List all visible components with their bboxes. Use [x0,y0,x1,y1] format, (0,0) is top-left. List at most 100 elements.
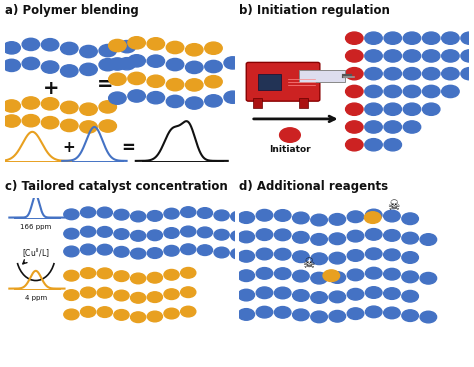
Circle shape [292,290,309,301]
Circle shape [422,85,440,98]
Circle shape [214,229,229,240]
Circle shape [365,103,382,115]
Circle shape [383,210,400,222]
Circle shape [80,63,97,76]
Text: [$\mathdefault{Cu^{II}}$/L]: [$\mathdefault{Cu^{II}}$/L] [22,247,50,261]
Circle shape [403,103,421,115]
Circle shape [205,95,222,107]
Circle shape [365,248,382,259]
Circle shape [384,68,401,80]
Circle shape [214,210,229,221]
Circle shape [347,250,364,261]
Circle shape [383,307,400,319]
Circle shape [329,233,346,244]
Circle shape [61,65,78,77]
Circle shape [256,210,273,221]
Circle shape [365,209,382,221]
Circle shape [402,213,419,225]
Circle shape [181,244,196,255]
Circle shape [329,252,346,264]
Circle shape [3,115,20,127]
Circle shape [205,42,222,54]
Circle shape [64,228,79,239]
Circle shape [114,271,129,281]
Circle shape [256,248,273,260]
Circle shape [97,226,112,237]
Circle shape [238,270,255,281]
Circle shape [164,308,179,319]
Circle shape [274,287,291,299]
Text: ☠: ☠ [387,199,400,213]
Bar [258,74,281,90]
Circle shape [22,97,40,109]
Bar [253,98,262,108]
Text: +: + [43,79,59,98]
Circle shape [365,85,382,98]
Circle shape [114,290,129,301]
Circle shape [311,233,328,245]
Circle shape [422,32,440,44]
Circle shape [97,307,112,317]
Circle shape [461,50,474,62]
Circle shape [347,211,364,222]
Circle shape [214,247,229,258]
Circle shape [61,119,78,132]
Circle shape [81,287,96,298]
Circle shape [384,121,401,133]
Circle shape [231,248,246,259]
Text: c) Tailored catalyst concentration: c) Tailored catalyst concentration [5,180,228,193]
Text: b) Initiation regulation: b) Initiation regulation [239,4,390,17]
Circle shape [99,44,117,57]
Circle shape [365,306,382,318]
Circle shape [128,55,146,67]
Circle shape [238,289,255,301]
Circle shape [99,101,117,113]
Circle shape [164,269,179,280]
Circle shape [130,230,146,241]
Circle shape [114,310,129,320]
Circle shape [109,73,126,86]
Circle shape [118,40,136,53]
Circle shape [81,207,96,218]
Circle shape [256,287,273,299]
Circle shape [329,214,346,225]
Circle shape [384,139,401,151]
Circle shape [292,232,309,243]
Circle shape [109,58,126,70]
Circle shape [346,50,363,62]
Text: =: = [97,76,113,94]
Circle shape [365,121,382,133]
Text: 166 ppm: 166 ppm [20,224,51,230]
Circle shape [147,248,163,258]
Circle shape [128,37,146,49]
Circle shape [274,210,291,221]
Circle shape [22,38,40,51]
Circle shape [365,267,382,279]
Circle shape [22,115,40,127]
Circle shape [147,292,163,302]
Circle shape [181,306,196,317]
Circle shape [461,68,474,80]
Circle shape [422,68,440,80]
Circle shape [147,311,163,322]
Circle shape [346,139,363,151]
Circle shape [80,103,97,115]
Circle shape [80,121,97,133]
Circle shape [422,50,440,62]
Circle shape [365,212,381,224]
Circle shape [185,44,203,56]
Text: Initiator: Initiator [269,145,311,154]
Circle shape [205,76,222,88]
Circle shape [166,95,184,108]
Circle shape [422,103,440,115]
Circle shape [311,214,328,226]
Circle shape [3,100,20,112]
Circle shape [130,273,146,284]
Circle shape [181,287,196,298]
Circle shape [130,248,146,259]
Circle shape [292,212,309,224]
Circle shape [197,245,212,255]
Circle shape [147,91,164,104]
Text: a) Polymer blending: a) Polymer blending [5,4,138,17]
Circle shape [461,32,474,44]
